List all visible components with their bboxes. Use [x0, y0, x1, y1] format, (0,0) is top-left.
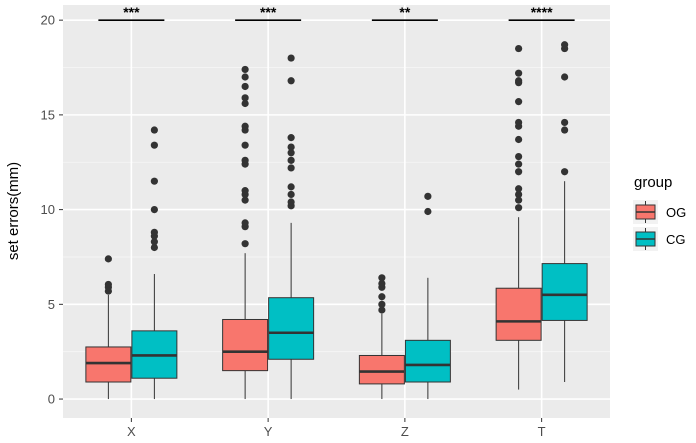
outlier-point [515, 160, 523, 168]
outlier-point [561, 73, 569, 81]
outlier-point [241, 73, 249, 81]
y-tick-label: 5 [48, 297, 55, 312]
legend-item-CG: CG [633, 227, 686, 251]
outlier-point [241, 99, 249, 108]
box-CG-Y [268, 54, 315, 400]
outlier-point [241, 94, 249, 102]
outlier-point [287, 143, 295, 151]
box-CG-T [541, 41, 588, 383]
outlier-point [424, 192, 432, 200]
outlier-point [241, 156, 249, 164]
box-body [495, 287, 542, 341]
outlier-point [515, 204, 523, 212]
outlier-point [515, 118, 523, 127]
y-tick-label: 20 [41, 13, 55, 28]
significance-label: **** [531, 4, 553, 20]
outlier-point [515, 69, 523, 77]
box-OG-Z [358, 274, 405, 400]
box-CG-X [131, 126, 178, 400]
box-body [358, 354, 405, 385]
outlier-point [241, 219, 249, 227]
outlier-point [515, 152, 523, 161]
outlier-point [378, 274, 386, 282]
y-axis-title: set errors(mm) [5, 162, 22, 260]
outlier-point [515, 196, 523, 204]
legend: group OG CG [626, 168, 692, 260]
y-tick-label: 15 [41, 107, 55, 122]
y-tick-label: 10 [41, 202, 55, 217]
y-axis: 0 5 10 15 20 [41, 13, 63, 407]
outlier-point [561, 41, 569, 49]
outlier-point [515, 44, 523, 53]
outlier-point [287, 164, 295, 172]
outlier-point [287, 190, 295, 199]
y-tick-label: 0 [48, 392, 55, 407]
outlier-point [150, 177, 158, 185]
legend-title: group [634, 174, 672, 191]
outlier-point [378, 279, 386, 288]
outlier-point [287, 134, 295, 142]
significance-label: ** [399, 4, 410, 20]
outlier-point [515, 190, 523, 199]
outlier-point [287, 77, 295, 85]
outlier-point [515, 185, 523, 193]
box-body [268, 297, 315, 360]
outlier-point [104, 280, 112, 289]
x-tick-label: Z [401, 424, 409, 439]
box-body [541, 263, 588, 321]
box-OG-T [495, 44, 542, 390]
box-CG-Z [404, 192, 451, 400]
outlier-point [241, 65, 249, 74]
legend-label: CG [666, 232, 686, 247]
x-tick-label: T [538, 424, 546, 439]
outlier-point [287, 198, 295, 206]
significance-label: *** [123, 4, 140, 20]
outlier-point [561, 168, 569, 176]
outlier-point [287, 54, 295, 62]
outlier-point [150, 206, 158, 214]
box-OG-X [85, 255, 132, 400]
boxes [85, 41, 588, 400]
x-tick-label: X [127, 424, 136, 439]
legend-item-OG: OG [633, 200, 686, 224]
legend-label: OG [666, 205, 686, 220]
outlier-point [378, 293, 386, 301]
outlier-point [150, 126, 158, 134]
outlier-point [515, 135, 523, 144]
x-tick-label: Y [264, 424, 273, 439]
outlier-point [241, 196, 249, 204]
outlier-point [150, 228, 158, 236]
outlier-point [424, 207, 432, 216]
outlier-point [378, 306, 386, 314]
outlier-point [378, 300, 386, 308]
outlier-point [515, 168, 523, 176]
outlier-point [241, 122, 249, 130]
significance-annotations: *** *** ** **** [98, 4, 575, 21]
significance-label: *** [260, 4, 277, 20]
outlier-point [287, 183, 295, 191]
box-body [85, 346, 132, 383]
outlier-point [150, 238, 158, 246]
outlier-point [561, 126, 569, 134]
outlier-point [287, 149, 295, 157]
outlier-point [241, 240, 249, 248]
outlier-point [241, 141, 249, 149]
box-body [404, 339, 451, 383]
outlier-point [150, 141, 158, 149]
outlier-point [515, 77, 523, 85]
outlier-point [241, 187, 249, 195]
box-OG-Y [222, 65, 269, 400]
outlier-point [287, 156, 295, 164]
outlier-point [515, 98, 523, 106]
outlier-point [561, 118, 569, 127]
legend-items: OG CG [633, 200, 686, 251]
box-body [222, 318, 269, 372]
outlier-point [104, 255, 112, 263]
outlier-point [241, 82, 249, 91]
outlier-point [150, 243, 158, 252]
